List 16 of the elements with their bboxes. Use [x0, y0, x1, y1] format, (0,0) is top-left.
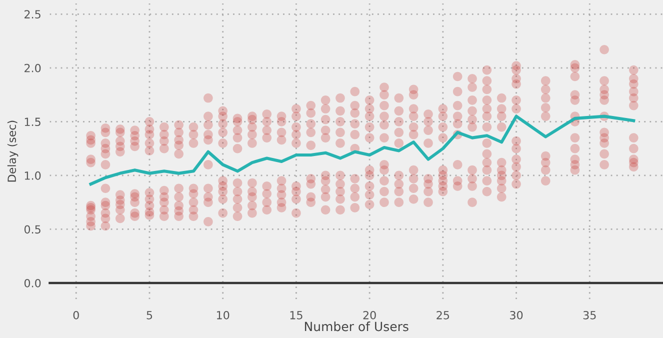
- x-tick-label: 15: [290, 311, 302, 320]
- x-tick-label: 5: [146, 311, 152, 320]
- y-tick-label: 0.5: [24, 225, 40, 234]
- y-axis-title: Delay (sec): [7, 120, 18, 182]
- y-tick-label: 2.0: [24, 64, 41, 72]
- x-tick-label: 35: [583, 310, 596, 320]
- y-tick-label: 1.0: [24, 171, 41, 180]
- y-tick-label: 0.0: [24, 278, 41, 288]
- x-tick-label: 10: [217, 310, 230, 320]
- x-axis-title: Number of Users: [304, 322, 408, 332]
- x-tick-label: 25: [436, 310, 450, 320]
- x-tick-label: 20: [363, 310, 376, 320]
- y-tick-label: 2.5: [24, 10, 40, 19]
- y-tick-label: 1.5: [24, 118, 40, 126]
- x-tick-label: 0: [73, 310, 79, 320]
- x-tick-label: 30: [510, 310, 523, 320]
